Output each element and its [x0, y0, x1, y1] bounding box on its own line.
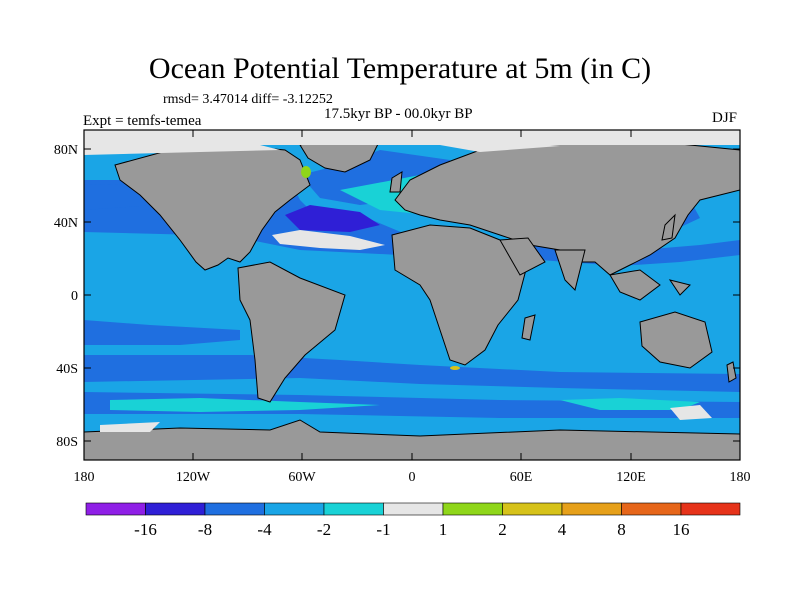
colorbar-swatch — [561, 502, 622, 516]
colorbar-swatch — [85, 502, 146, 516]
colorbar-swatch — [323, 502, 384, 516]
season-label: DJF — [712, 110, 738, 126]
x-tick-label: 180 — [74, 470, 95, 485]
colorbar-label: -2 — [317, 520, 331, 539]
map-title: Ocean Potential Temperature at 5m (in C) — [148, 52, 652, 85]
y-tick-label: 40N — [54, 216, 78, 231]
colorbar-label: 2 — [498, 520, 507, 539]
colorbar-label: 1 — [439, 520, 448, 539]
x-tick-label: 0 — [409, 470, 416, 485]
colorbar-swatch — [383, 502, 444, 516]
x-tick-label: 120W — [176, 470, 211, 485]
colorbar-label: -8 — [198, 520, 212, 539]
colorbar-swatch — [502, 502, 563, 516]
colorbar-swatch — [442, 502, 503, 516]
x-axis — [83, 130, 741, 460]
y-tick-label: 80S — [56, 435, 78, 450]
y-tick-label: 0 — [71, 289, 78, 304]
map-plot-area — [84, 130, 740, 460]
x-tick-label: 60W — [288, 470, 316, 485]
y-tick-label: 40S — [56, 362, 78, 377]
colorbar-swatch — [264, 502, 325, 516]
x-tick-label: 120E — [616, 470, 646, 485]
warm-anomalies — [301, 166, 460, 370]
colorbar-swatch — [204, 502, 265, 516]
experiment-label: Expt = temfs-temea — [83, 113, 202, 129]
period-label: 17.5kyr BP - 00.0kyr BP — [324, 106, 473, 122]
colorbar-swatch — [621, 502, 682, 516]
colorbar-swatch — [680, 502, 741, 516]
y-axis — [84, 148, 740, 442]
colorbar — [85, 502, 741, 516]
colorbar-label: 8 — [617, 520, 626, 539]
colorbar-label: 16 — [673, 520, 690, 539]
x-tick-label: 60E — [510, 470, 533, 485]
y-tick-label: 80N — [54, 143, 78, 158]
colorbar-label: 4 — [558, 520, 567, 539]
colorbar-label: -4 — [257, 520, 272, 539]
stats-line: rmsd= 3.47014 diff= -3.12252 — [163, 92, 333, 107]
sea-ice — [84, 130, 740, 432]
x-tick-label: 180 — [730, 470, 751, 485]
colorbar-label: -1 — [376, 520, 390, 539]
colorbar-label: -16 — [134, 520, 157, 539]
colorbar-swatch — [145, 502, 206, 516]
